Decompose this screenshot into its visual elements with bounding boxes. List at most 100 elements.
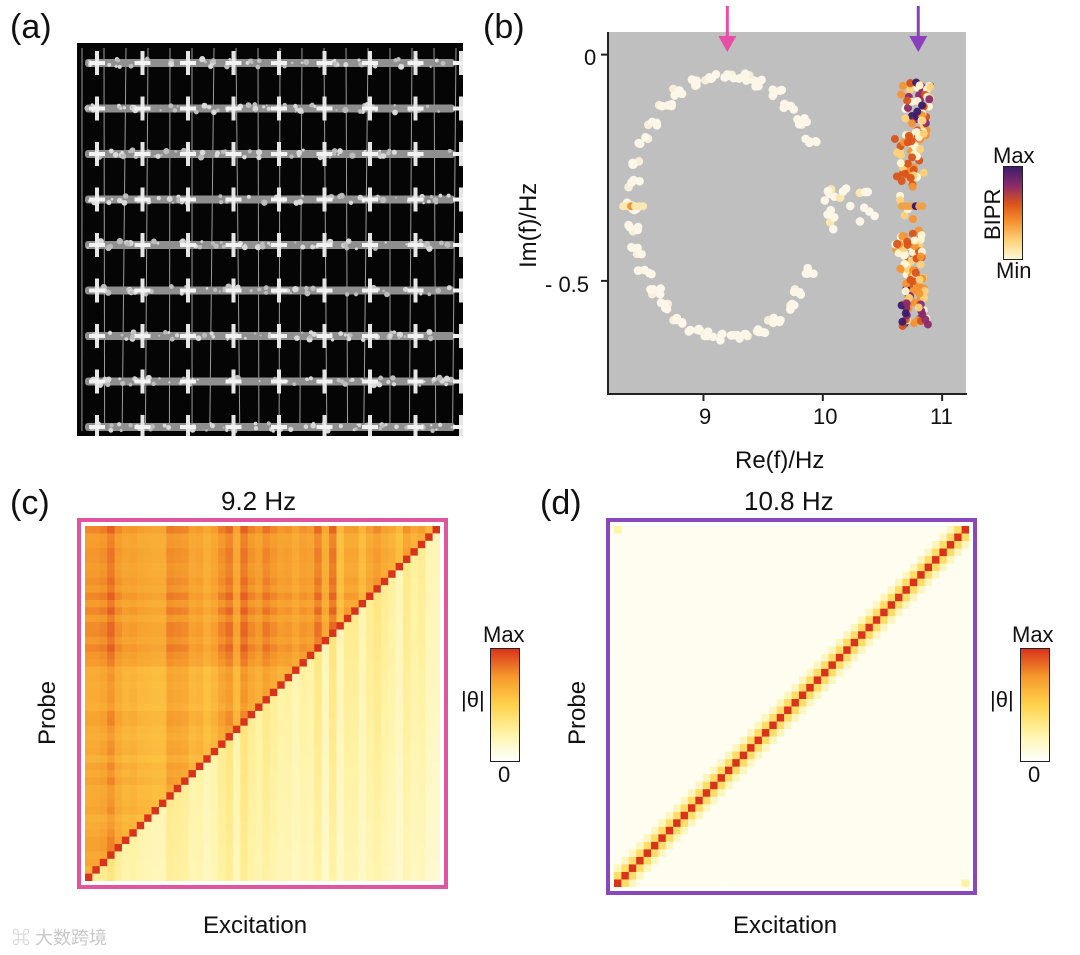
heatmap-cell: [299, 636, 308, 645]
heatmap-cell: [299, 629, 308, 638]
lattice-node: [435, 287, 442, 294]
heatmap-cell: [255, 555, 263, 564]
heatmap-cell: [821, 721, 829, 730]
heatmap-cell: [129, 526, 138, 534]
heatmap-cell: [395, 710, 404, 719]
heatmap-cell: [872, 571, 881, 580]
heatmap-cell: [203, 548, 212, 557]
heatmap-cell: [173, 740, 182, 749]
heatmap-cell: [395, 599, 404, 608]
heatmap-cell: [343, 599, 352, 608]
heatmap-cell: [366, 710, 374, 719]
heatmap-cell: [358, 681, 367, 690]
heatmap-cell: [158, 725, 167, 734]
lattice-crossbar: [134, 334, 151, 338]
heatmap-cell: [395, 555, 404, 564]
heatmap-cell: [432, 585, 440, 594]
heatmap-cell: [939, 578, 948, 587]
heatmap-cell: [628, 691, 637, 700]
lattice-node: [388, 336, 392, 339]
heatmap-cell: [650, 563, 659, 572]
heatmap-cell: [188, 836, 197, 845]
heatmap-cell: [195, 696, 204, 704]
heatmap-cell: [650, 526, 659, 535]
heatmap-cell: [895, 533, 903, 542]
heatmap-cell: [761, 706, 770, 715]
lattice-node: [163, 330, 168, 335]
heatmap-cell: [166, 740, 175, 749]
heatmap-cell: [687, 751, 696, 760]
lattice-node: [434, 58, 439, 63]
heatmap-cell: [210, 814, 219, 823]
heatmap-cell: [665, 608, 674, 617]
heatmap-cell: [210, 710, 219, 719]
heatmap-cell: [114, 644, 123, 653]
heatmap-cell: [92, 688, 101, 697]
heatmap-cell: [321, 599, 330, 608]
heatmap-cell: [144, 740, 153, 749]
heatmap-cell: [92, 784, 101, 793]
b-cbar-label: BIPR: [980, 188, 1005, 240]
heatmap-cell: [417, 570, 426, 579]
heatmap-cell: [336, 585, 345, 594]
heatmap-cell: [129, 681, 138, 690]
heatmap-cell: [388, 733, 397, 741]
heatmap-cell: [835, 586, 844, 595]
heatmap-cell: [902, 661, 911, 670]
heatmap-cell: [210, 844, 219, 852]
heatmap-cell: [828, 578, 837, 587]
heatmap-cell: [410, 851, 419, 860]
eigenvalue-point: [898, 81, 907, 90]
heatmap-cell: [144, 858, 153, 867]
heatmap-cell: [151, 747, 160, 756]
heatmap-cell: [114, 777, 123, 786]
heatmap-cell: [695, 616, 704, 625]
heatmap-cell: [225, 673, 234, 682]
heatmap-cell: [255, 570, 263, 579]
heatmap-cell: [828, 563, 837, 572]
heatmap-cell: [761, 729, 770, 738]
lattice-node: [338, 424, 343, 429]
lattice-node: [354, 427, 358, 431]
heatmap-cell: [835, 541, 844, 550]
heatmap-cell: [232, 873, 241, 881]
lattice-node: [160, 153, 163, 157]
heatmap-cell: [144, 733, 153, 741]
heatmap-cell: [732, 668, 741, 677]
heatmap-cell: [865, 729, 874, 738]
lattice-crossbar: [453, 243, 463, 247]
heatmap-cell: [173, 614, 182, 623]
heatmap-cell: [380, 836, 389, 845]
heatmap-cell: [872, 586, 881, 595]
heatmap-cell: [388, 836, 397, 845]
heatmap-cell: [395, 836, 404, 845]
heatmap-cell: [210, 599, 219, 608]
heatmap-cell: [114, 629, 123, 638]
heatmap-cell: [107, 540, 116, 549]
heatmap-cell: [747, 548, 756, 557]
heatmap-cell: [129, 659, 138, 668]
heatmap-cell: [784, 616, 792, 625]
heatmap-cell: [225, 784, 234, 793]
heatmap-cell: [791, 571, 800, 580]
heatmap-cell: [946, 533, 955, 542]
lattice-node: [210, 58, 216, 64]
heatmap-cell: [813, 676, 822, 685]
heatmap-cell: [806, 751, 815, 760]
heatmap-cell: [314, 762, 323, 771]
heatmap-cell: [680, 548, 689, 557]
heatmap-cell: [754, 744, 763, 753]
heatmap-cell: [687, 526, 696, 535]
heatmap-cell: [232, 733, 241, 741]
heatmap-cell: [425, 688, 434, 697]
heatmap-cell: [314, 681, 323, 690]
heatmap-cell: [292, 540, 300, 549]
heatmap-cell: [136, 807, 145, 815]
heatmap-cell: [776, 706, 785, 715]
heatmap-cell: [432, 562, 440, 571]
heatmap-cell: [747, 563, 756, 572]
heatmap-cell: [158, 829, 167, 838]
heatmap-cell: [255, 814, 263, 823]
heatmap-cell: [946, 706, 955, 715]
heatmap-cell: [99, 873, 108, 881]
